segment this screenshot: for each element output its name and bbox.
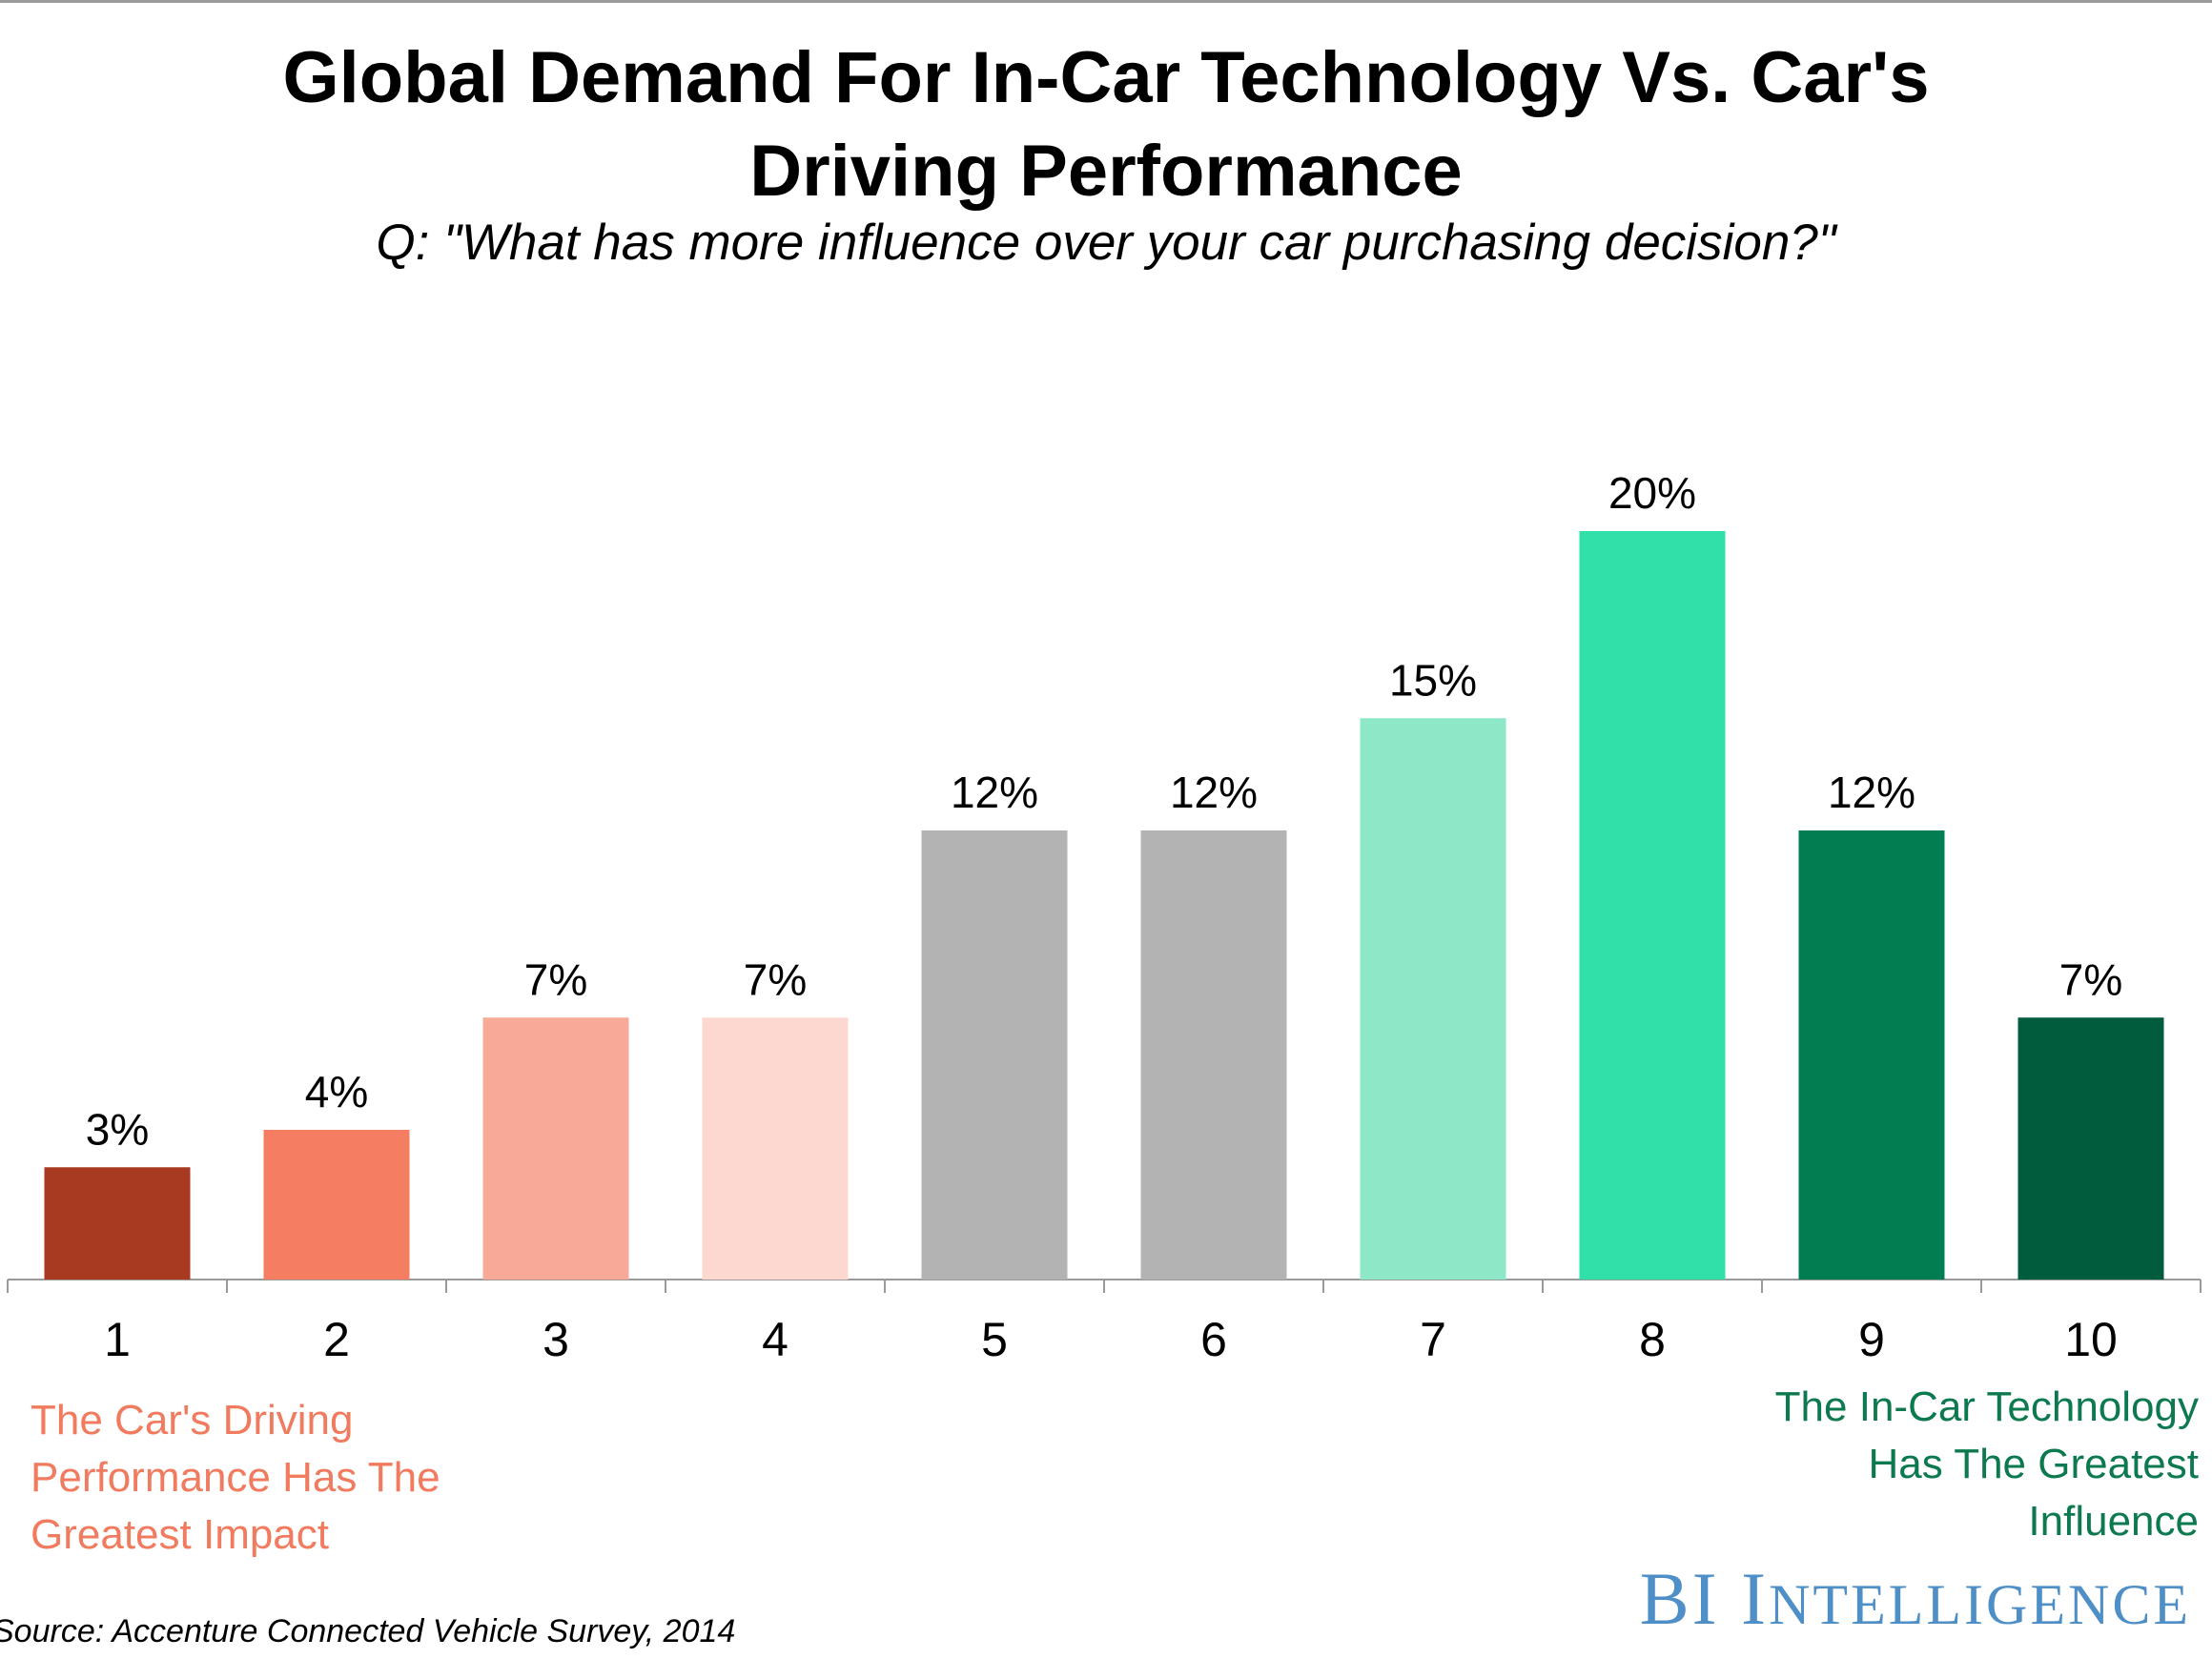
annotation-right-line3: Influence: [2028, 1498, 2199, 1545]
tick-label-8: 8: [1639, 1313, 1666, 1366]
data-label-5: 12%: [951, 768, 1038, 817]
annotation-left-line2: Performance Has The: [31, 1454, 440, 1501]
annotation-right-line2: Has The Greatest: [1868, 1441, 2199, 1487]
chart-title-line2: Driving Performance: [749, 131, 1463, 212]
source-note: Source: Accenture Connected Vehicle Surv…: [0, 1613, 736, 1649]
tick-label-6: 6: [1200, 1313, 1227, 1366]
data-label-6: 12%: [1170, 768, 1258, 817]
bi-intelligence-logo: BI INTELLIGENCE: [1640, 1556, 2191, 1642]
bar-8: [1579, 531, 1726, 1280]
data-label-4: 7%: [744, 954, 807, 1004]
tick-label-5: 5: [981, 1313, 1008, 1366]
bar-3: [482, 1017, 629, 1280]
logo-word-initial: I: [1741, 1557, 1770, 1640]
bar-4: [702, 1017, 849, 1280]
tick-label-10: 10: [2064, 1313, 2118, 1366]
data-label-7: 15%: [1389, 655, 1477, 705]
bar-1: [44, 1167, 191, 1280]
annotation-right: The In-Car Technology Has The Greatest I…: [1703, 1379, 2199, 1550]
chart-title-line1: Global Demand For In-Car Technology Vs. …: [282, 37, 1930, 118]
logo-word-rest: NTELLIGENCE: [1769, 1573, 2191, 1636]
annotation-left: The Car's Driving Performance Has The Gr…: [31, 1392, 507, 1564]
annotation-left-line3: Greatest Impact: [31, 1511, 330, 1558]
tick-label-9: 9: [1858, 1313, 1885, 1366]
bar-10: [2017, 1017, 2164, 1280]
data-label-3: 7%: [524, 954, 587, 1004]
logo-bi: BI: [1639, 1557, 1720, 1640]
tick-label-2: 2: [323, 1313, 350, 1366]
annotation-left-line1: The Car's Driving: [31, 1397, 354, 1444]
bar-5: [921, 830, 1068, 1280]
data-label-2: 4%: [305, 1067, 368, 1116]
top-rule: [0, 0, 2212, 3]
data-label-9: 12%: [1828, 768, 1915, 817]
tick-label-4: 4: [762, 1313, 789, 1366]
bar-2: [263, 1130, 410, 1280]
tick-label-3: 3: [543, 1313, 569, 1366]
bar-9: [1798, 830, 1945, 1280]
data-label-10: 7%: [2059, 954, 2122, 1004]
tick-label-7: 7: [1420, 1313, 1446, 1366]
data-label-1: 3%: [86, 1104, 149, 1154]
chart-subtitle: Q: "What has more influence over your ca…: [376, 215, 1836, 271]
annotation-right-line1: The In-Car Technology: [1774, 1383, 2199, 1430]
data-label-8: 20%: [1608, 468, 1696, 518]
bar-6: [1140, 830, 1287, 1280]
bar-7: [1360, 718, 1506, 1280]
tick-label-1: 1: [104, 1313, 131, 1366]
